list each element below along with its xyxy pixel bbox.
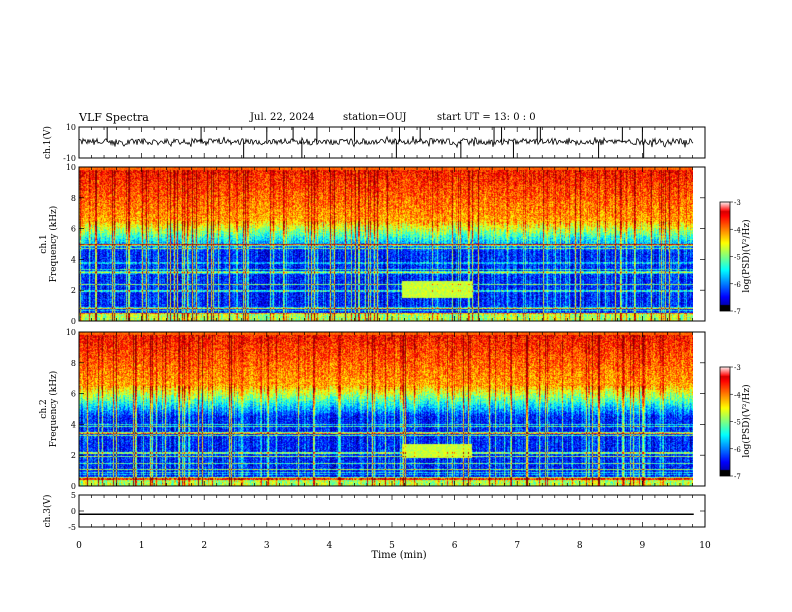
tick-labels: 0 1 2 3 4 5 6 7 8 9 1010-100246810024681050-5ch.1(… (39, 123, 752, 551)
colorbar-tick-label: -3 (734, 199, 741, 207)
y-tick-label: 10 (66, 163, 76, 172)
y-tick-label: 6 (71, 225, 76, 234)
x-tick-label: 0 (76, 541, 82, 551)
panel-frame (78, 166, 706, 322)
colorbar-tick-label: -6 (734, 281, 741, 289)
y-tick-label: 6 (71, 390, 76, 399)
y-tick-label: 0 (71, 482, 76, 491)
y-tick-label: 10 (66, 123, 76, 132)
y-tick-label: 10 (66, 328, 76, 337)
colorbar-tick-label: -7 (734, 473, 741, 481)
ch1-spectrogram-image (79, 167, 693, 321)
x-axis-label: Time (min) (371, 550, 426, 561)
colorbar-frame (719, 201, 731, 312)
x-tick-label: 3 (264, 541, 270, 551)
y-tick-label: -5 (68, 523, 76, 532)
panel-frames (78, 126, 731, 528)
x-tick-label: 7 (514, 541, 520, 551)
figure-start-time: start UT = 13: 0 : 0 (437, 112, 536, 123)
x-tick-label: 9 (640, 541, 646, 551)
y-tick-label: 8 (71, 194, 76, 203)
colorbar-tick-label: -4 (734, 391, 741, 399)
y-tick-label: 0 (71, 507, 76, 516)
colorbar-label: log(PSD)(V²/Hz) (741, 219, 752, 292)
panel-frame (78, 126, 706, 159)
x-tick-label: 1 (139, 541, 145, 551)
colorbar-tick-label: -4 (734, 226, 741, 234)
x-tick-label: 2 (201, 541, 207, 551)
tick-marks (78, 126, 733, 528)
y-tick-label: 2 (71, 286, 76, 295)
figure-date: Jul. 22, 2024 (250, 112, 315, 123)
y-tick-label: -10 (63, 154, 76, 163)
ch1-colorbar-image (720, 202, 730, 311)
colorbar-tick-label: -7 (734, 308, 741, 316)
y-tick-label: 4 (71, 420, 76, 429)
x-tick-label: 5 (389, 541, 395, 551)
figure-station: station=OUJ (343, 112, 407, 123)
ch2-spectrogram-image (79, 332, 693, 486)
y-tick-label: 0 (71, 317, 76, 326)
panel-frame (78, 331, 706, 487)
colorbar-tick-label: -5 (734, 419, 741, 427)
colorbar-tick-label: -5 (734, 254, 741, 262)
panel-frame (78, 494, 706, 528)
y-tick-label: 5 (71, 491, 76, 500)
ch2-spec-y-label-channel: ch.2 (39, 399, 49, 418)
x-tick-label: 6 (452, 541, 458, 551)
colorbar-label: log(PSD)(V²/Hz) (741, 384, 752, 457)
ch3-y-label: ch.3(V) (42, 495, 53, 528)
ch1-spec-y-label-channel: ch.1 (39, 234, 49, 253)
colorbar-tick-label: -3 (734, 364, 741, 372)
figure-title: VLF Spectra (79, 111, 149, 124)
y-tick-label: 2 (71, 451, 76, 460)
ch2-spec-y-label-frequency: Frequency (kHz) (48, 371, 59, 448)
ch2-colorbar-image (720, 367, 730, 476)
y-tick-label: 8 (71, 359, 76, 368)
y-tick-label: 4 (71, 255, 76, 264)
ch1-y-label: ch.1(V) (42, 126, 53, 159)
colorbar-tick-label: -6 (734, 446, 741, 454)
x-tick-label: 8 (577, 541, 583, 551)
x-tick-label: 4 (327, 541, 333, 551)
x-tick-label: 10 (699, 541, 711, 551)
ch1-burst-spikes (106, 127, 645, 158)
ch1-spec-y-label-frequency: Frequency (kHz) (48, 206, 59, 283)
colorbar-frame (719, 366, 731, 477)
ch1-waveform-trace (78, 135, 694, 149)
